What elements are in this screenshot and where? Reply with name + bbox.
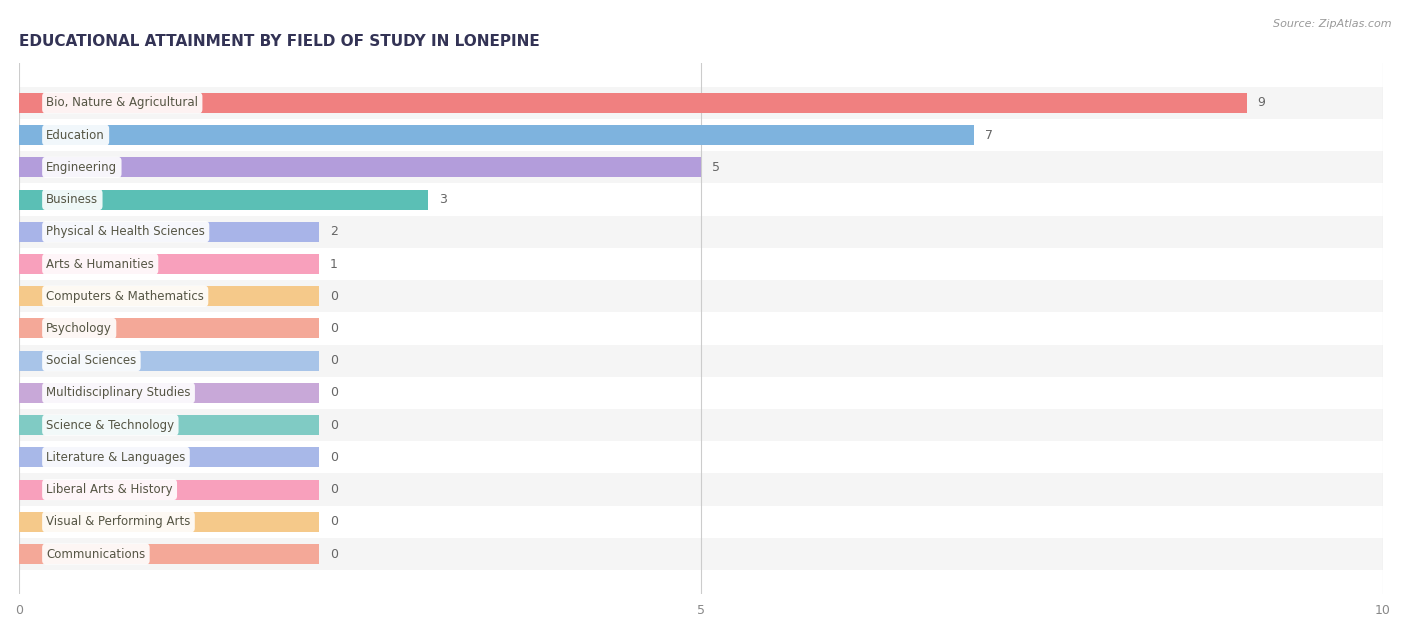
Bar: [20, 157, 702, 178]
Text: Source: ZipAtlas.com: Source: ZipAtlas.com: [1274, 19, 1392, 29]
Bar: [20, 506, 1384, 538]
Bar: [20, 183, 1384, 216]
Text: 0: 0: [330, 547, 337, 561]
Text: 0: 0: [330, 483, 337, 496]
Bar: [20, 351, 319, 370]
Text: Multidisciplinary Studies: Multidisciplinary Studies: [46, 386, 191, 399]
Bar: [20, 538, 1384, 570]
Bar: [20, 409, 1384, 441]
Text: Science & Technology: Science & Technology: [46, 418, 174, 432]
Bar: [20, 480, 319, 499]
Text: Arts & Humanities: Arts & Humanities: [46, 257, 155, 270]
Text: Education: Education: [46, 129, 105, 142]
Text: 0: 0: [330, 354, 337, 367]
Bar: [20, 222, 319, 242]
Bar: [20, 190, 429, 210]
Bar: [20, 93, 1247, 113]
Bar: [20, 544, 319, 564]
Text: 5: 5: [711, 161, 720, 174]
Text: Communications: Communications: [46, 547, 146, 561]
Bar: [20, 280, 1384, 312]
Text: Physical & Health Sciences: Physical & Health Sciences: [46, 225, 205, 238]
Bar: [20, 415, 319, 435]
Bar: [20, 119, 1384, 151]
Text: 9: 9: [1257, 97, 1265, 109]
Text: Business: Business: [46, 193, 98, 206]
Bar: [20, 441, 1384, 473]
Bar: [20, 377, 1384, 409]
Text: 2: 2: [330, 225, 337, 238]
Text: EDUCATIONAL ATTAINMENT BY FIELD OF STUDY IN LONEPINE: EDUCATIONAL ATTAINMENT BY FIELD OF STUDY…: [20, 34, 540, 49]
Text: 3: 3: [439, 193, 447, 206]
Text: 0: 0: [330, 418, 337, 432]
Bar: [20, 216, 1384, 248]
Text: 0: 0: [330, 451, 337, 464]
Text: Visual & Performing Arts: Visual & Performing Arts: [46, 515, 191, 528]
Text: 1: 1: [330, 257, 337, 270]
Text: Literature & Languages: Literature & Languages: [46, 451, 186, 464]
Text: 0: 0: [330, 322, 337, 335]
Bar: [20, 87, 1384, 119]
Text: Engineering: Engineering: [46, 161, 118, 174]
Bar: [20, 312, 1384, 344]
Bar: [20, 286, 319, 307]
Text: 0: 0: [330, 289, 337, 303]
Text: Psychology: Psychology: [46, 322, 112, 335]
Text: Computers & Mathematics: Computers & Mathematics: [46, 289, 204, 303]
Bar: [20, 512, 319, 532]
Text: Social Sciences: Social Sciences: [46, 354, 136, 367]
Bar: [20, 125, 974, 145]
Bar: [20, 344, 1384, 377]
Bar: [20, 254, 319, 274]
Bar: [20, 248, 1384, 280]
Bar: [20, 319, 319, 339]
Bar: [20, 383, 319, 403]
Text: Bio, Nature & Agricultural: Bio, Nature & Agricultural: [46, 97, 198, 109]
Text: 7: 7: [984, 129, 993, 142]
Bar: [20, 473, 1384, 506]
Text: Liberal Arts & History: Liberal Arts & History: [46, 483, 173, 496]
Bar: [20, 447, 319, 467]
Text: 0: 0: [330, 515, 337, 528]
Bar: [20, 151, 1384, 183]
Text: 0: 0: [330, 386, 337, 399]
